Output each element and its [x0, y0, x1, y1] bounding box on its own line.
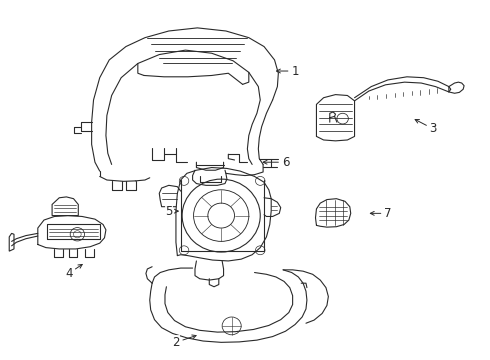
Text: 5: 5: [165, 204, 178, 218]
Text: 7: 7: [370, 207, 392, 220]
Text: 6: 6: [263, 156, 289, 169]
Text: 3: 3: [415, 120, 437, 135]
Text: 4: 4: [65, 265, 82, 280]
Text: 1: 1: [276, 64, 299, 77]
Text: 2: 2: [172, 335, 196, 349]
